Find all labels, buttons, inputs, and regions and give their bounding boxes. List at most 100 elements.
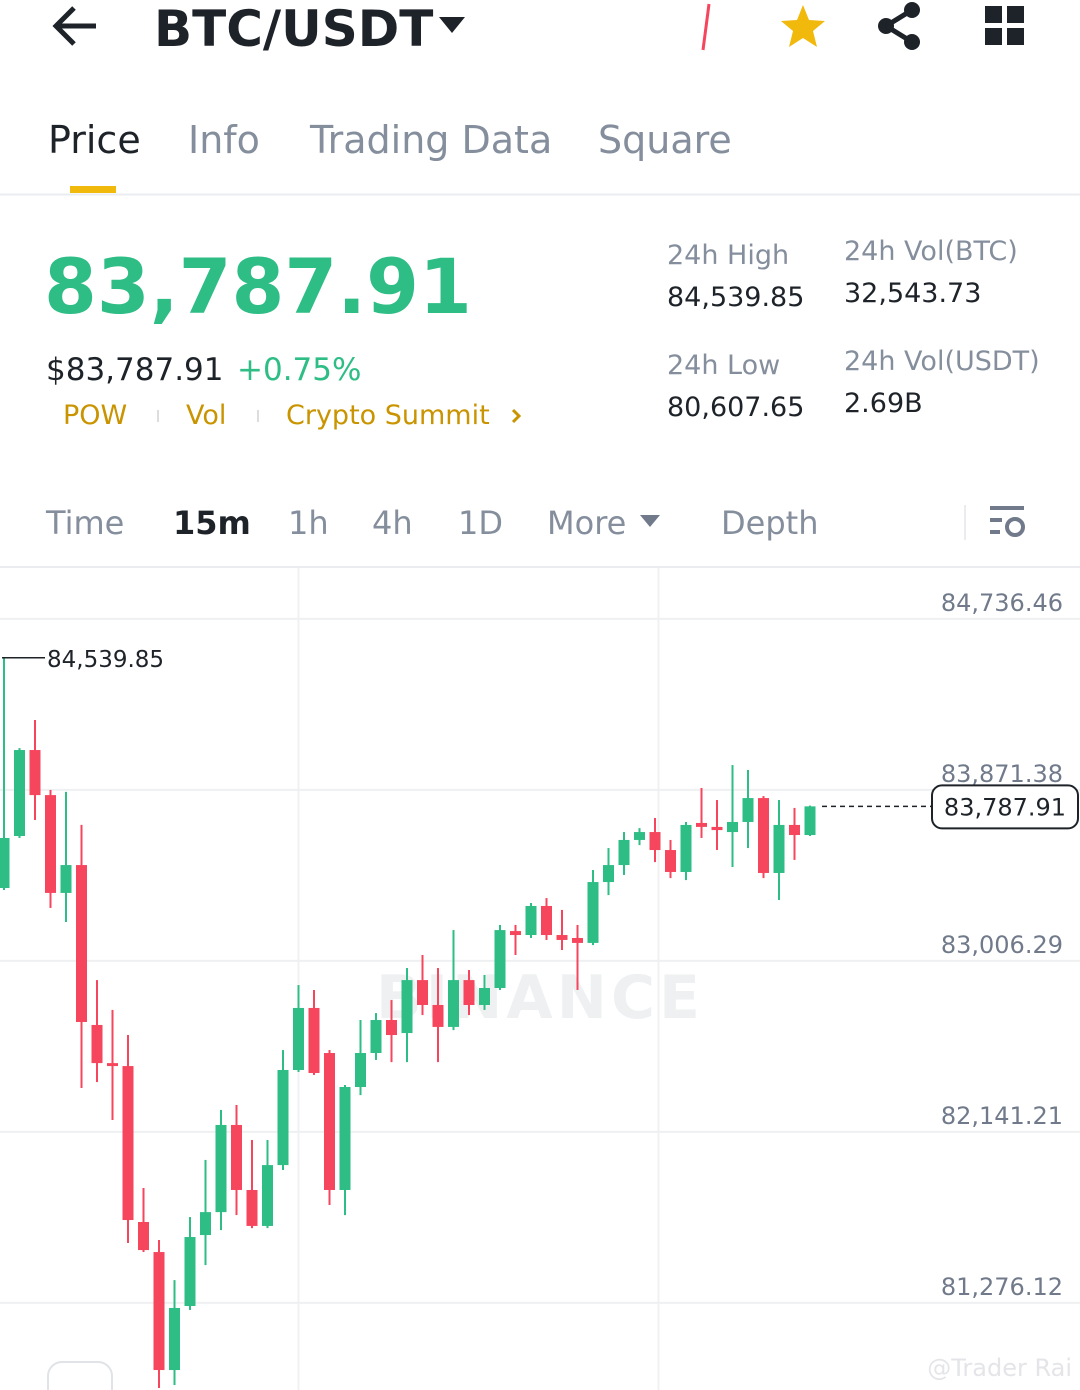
candle-body	[804, 806, 816, 836]
candle-body	[60, 865, 72, 893]
candle-body	[200, 1212, 211, 1236]
tab[interactable]: Price	[48, 118, 141, 162]
share-icon[interactable]	[878, 2, 920, 50]
candle-body	[494, 930, 506, 988]
tab[interactable]: Trading Data	[310, 118, 553, 162]
candle-body	[649, 832, 661, 851]
settings-icon[interactable]	[990, 506, 1025, 537]
favorite-icon[interactable]	[781, 5, 825, 47]
candle-body	[107, 1063, 118, 1067]
candle-body	[789, 824, 800, 836]
stat-value: 80,607.65	[667, 392, 805, 423]
y-tick-label: 83,006.29	[941, 931, 1063, 959]
top-icons	[0, 2, 1080, 568]
interval[interactable]: Depth	[721, 504, 819, 542]
candle-body	[742, 798, 754, 822]
tag[interactable]: POW	[63, 400, 128, 431]
candle-body	[696, 822, 707, 827]
candle-body	[246, 1189, 258, 1226]
candle-body	[277, 1070, 289, 1166]
candle-body	[401, 980, 413, 1034]
expand-button[interactable]	[47, 1361, 113, 1390]
y-tick-label: 81,276.12	[941, 1273, 1063, 1301]
interval[interactable]: More	[547, 504, 627, 542]
interval[interactable]: 1h	[288, 504, 329, 542]
candle-body	[634, 832, 645, 840]
candle-body	[479, 987, 490, 1005]
tab-indicator	[70, 186, 116, 193]
candle-body	[293, 1007, 304, 1071]
candle-body	[386, 1020, 397, 1036]
tag[interactable]: Vol	[186, 400, 227, 431]
stat-label: 24h Low	[667, 350, 781, 381]
candle-body	[541, 905, 552, 936]
candle-body	[0, 837, 10, 888]
stat-value: 32,543.73	[844, 278, 982, 309]
slash	[701, 3, 711, 51]
candle-body	[153, 1252, 165, 1371]
candle-body	[138, 1222, 149, 1251]
pair[interactable]: BTC/USDT	[154, 0, 434, 58]
candle-body	[510, 931, 521, 936]
candle-body	[680, 824, 692, 872]
last-price-label: 83,787.91	[944, 793, 1066, 821]
more-dropdown[interactable]	[640, 515, 660, 527]
chart: BINANCE @Trader Rai 81,276.12 82,141.21 83…	[0, 568, 1080, 1390]
watermark: BINANCE	[376, 963, 704, 1033]
last-price: 83,787.91	[44, 242, 472, 331]
candle-body	[711, 826, 723, 831]
credit: @Trader Rai	[927, 1354, 1072, 1382]
candle-body	[76, 865, 87, 1022]
y-tick-label: 84,736.46	[941, 589, 1063, 617]
candle-body	[556, 935, 568, 940]
stat-label: 24h High	[667, 240, 790, 271]
candle-body	[758, 798, 769, 873]
candle-body	[231, 1124, 242, 1190]
candle-body	[665, 850, 676, 872]
tab[interactable]: Info	[188, 118, 260, 162]
candle-body	[463, 980, 475, 1005]
candle-body	[184, 1237, 196, 1307]
candle-body	[618, 839, 630, 866]
stat-label: 24h Vol(BTC)	[844, 236, 1018, 267]
stat-value: 2.69B	[844, 388, 923, 419]
candle-body	[727, 821, 738, 833]
candle-body	[417, 980, 428, 1005]
y-tick-label: 83,871.38	[941, 760, 1063, 788]
candle-body	[91, 1024, 103, 1064]
tab[interactable]: Square	[598, 118, 732, 162]
candle-body	[308, 1007, 320, 1073]
interval[interactable]: 1D	[458, 504, 503, 542]
menu-icon[interactable]	[985, 6, 1024, 45]
candle-body	[324, 1053, 335, 1190]
candle-body	[45, 795, 56, 893]
candle-body	[29, 750, 41, 796]
candle-body	[339, 1087, 351, 1190]
candle-body	[370, 1020, 382, 1054]
last-price-box	[931, 784, 1079, 830]
candle-body	[525, 905, 537, 936]
candle-body	[169, 1307, 180, 1371]
interval[interactable]: 15m	[173, 504, 251, 542]
stat-label: 24h Vol(USDT)	[844, 346, 1040, 377]
tag-arrow	[511, 408, 522, 424]
candle-body	[432, 1004, 444, 1027]
tag[interactable]: Crypto Summit	[286, 400, 490, 431]
interval[interactable]: Time	[46, 504, 125, 542]
interval[interactable]: 4h	[372, 504, 413, 542]
back-icon[interactable]	[52, 6, 96, 46]
y-tick-label: 82,141.21	[941, 1102, 1063, 1130]
candle-body	[587, 882, 599, 943]
candle-body	[215, 1124, 227, 1213]
pair-dropdown[interactable]	[439, 17, 465, 33]
candle-body	[122, 1066, 134, 1221]
candle-body	[572, 937, 583, 943]
candle-body	[262, 1165, 273, 1226]
candle-body	[355, 1053, 366, 1088]
usd-price: $83,787.91	[46, 352, 224, 388]
stat-value: 84,539.85	[667, 282, 805, 313]
candle-body	[14, 750, 25, 837]
candle-body	[773, 824, 785, 873]
candle-body	[603, 865, 614, 883]
